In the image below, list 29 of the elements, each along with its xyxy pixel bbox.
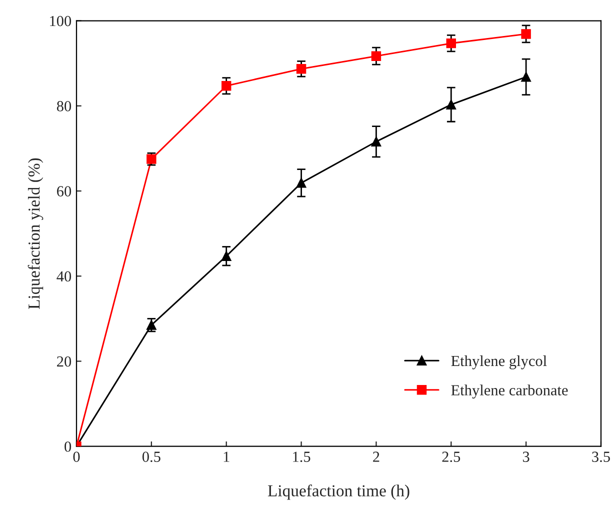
y-axis-title: Liquefaction yield (%) (28, 158, 44, 309)
point (521, 72, 531, 82)
x-tick-label: 0 (73, 452, 80, 462)
x-tick-label: 1.5 (293, 452, 310, 462)
x-axis-title: Liquefaction time (h) (268, 484, 410, 500)
y-tick-label: 0 (64, 441, 72, 452)
y-tick-label: 20 (57, 356, 72, 367)
point (446, 100, 456, 110)
x-tick-label: 2 (373, 452, 380, 462)
y-tick-label: 80 (56, 101, 72, 112)
x-tick-label: 0.5 (142, 452, 160, 462)
x-tick-label: 3 (522, 452, 530, 462)
point (221, 251, 232, 261)
legend-label: Ethylene glycol (451, 355, 547, 370)
point (371, 51, 382, 61)
point (371, 136, 382, 146)
point (221, 81, 232, 91)
y-tick-label: 40 (56, 271, 72, 282)
x-tick-label: 3.5 (592, 452, 610, 462)
point (296, 64, 306, 74)
y-tick-label: 100 (50, 16, 72, 26)
point (521, 29, 531, 39)
legend-label: Ethylene carbonate (451, 384, 568, 399)
point (446, 38, 456, 48)
x-tick-label: 1 (224, 452, 230, 462)
y-tick-label: 60 (57, 186, 72, 196)
point (296, 178, 306, 188)
point (146, 320, 156, 330)
x-tick-label: 2.5 (442, 452, 460, 462)
